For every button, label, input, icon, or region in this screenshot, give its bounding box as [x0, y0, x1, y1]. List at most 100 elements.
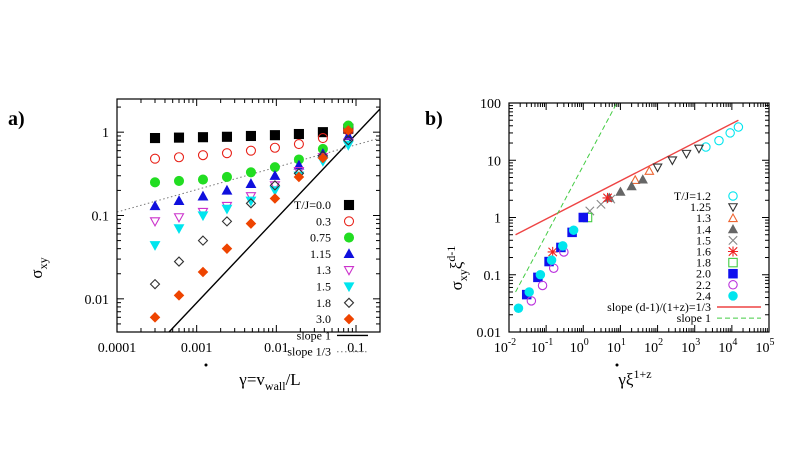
legend-label: 1.3	[316, 263, 331, 277]
legend-label: 2.0	[696, 267, 711, 281]
legend-marker	[343, 232, 355, 243]
data-point	[149, 200, 161, 211]
legend-marker	[728, 257, 738, 268]
legend-marker	[343, 266, 355, 276]
legend-label: 1.5	[696, 233, 711, 247]
y-tick-label: 0.1	[92, 210, 110, 225]
data-point	[245, 178, 257, 188]
y-tick-label: 1	[494, 212, 501, 227]
data-point	[245, 198, 257, 209]
legend-label: 1.4	[696, 222, 711, 236]
data-point	[317, 127, 328, 138]
y-tick-label: 0.1	[484, 269, 502, 284]
panel-b-gamma-dot	[615, 363, 619, 367]
panel-b-label: b)	[425, 108, 443, 130]
legend-label: T/J=0.0	[294, 198, 331, 212]
data-point	[173, 175, 185, 186]
data-point	[701, 142, 711, 152]
data-point	[269, 142, 280, 153]
data-point	[513, 303, 524, 313]
legend-label: 1.8	[316, 296, 331, 310]
data-point	[149, 278, 161, 290]
data-point	[221, 184, 233, 195]
data-point	[173, 256, 185, 267]
legend-marker	[728, 291, 738, 301]
data-point	[602, 192, 613, 203]
plot-frame	[508, 102, 770, 333]
legend-label: slope 1	[297, 328, 331, 342]
legend-label: 1.15	[310, 247, 331, 261]
data-point	[173, 213, 185, 223]
x-tick-label: 100	[570, 337, 589, 356]
data-point	[269, 181, 281, 191]
data-point	[197, 150, 209, 161]
legend-label: 1.25	[690, 200, 711, 214]
y-tick-label: 1	[102, 126, 109, 141]
panel-a-ylabel: σxy	[27, 257, 50, 278]
legend-marker	[343, 282, 355, 293]
data-point	[173, 290, 185, 301]
data-point	[637, 174, 648, 184]
data-point	[714, 135, 724, 146]
data-point	[725, 128, 735, 138]
data-point	[245, 167, 256, 178]
data-point	[245, 145, 256, 156]
data-point	[221, 131, 233, 142]
data-point	[269, 130, 280, 141]
legend-label: slope 1/3	[287, 345, 331, 359]
data-point	[149, 177, 161, 188]
data-point	[173, 224, 185, 235]
data-point	[535, 269, 546, 280]
plot-frame	[116, 98, 381, 333]
data-point	[221, 216, 233, 227]
y-tick-label: 100	[480, 97, 501, 112]
data-point	[343, 125, 354, 136]
data-point	[173, 132, 185, 143]
data-point	[293, 128, 304, 140]
legend-marker	[727, 223, 739, 234]
data-point	[568, 225, 579, 235]
legend-label: slope 1	[677, 311, 711, 325]
data-point	[149, 153, 161, 164]
legend-label: 1.6	[696, 245, 711, 259]
data-point	[197, 211, 209, 222]
data-point	[221, 204, 233, 215]
data-point	[149, 132, 161, 144]
data-point	[342, 140, 354, 151]
data-point	[197, 235, 209, 246]
x-tick-label: 104	[718, 337, 737, 356]
data-point	[245, 218, 257, 229]
data-point	[667, 156, 678, 166]
panel-a-plot: 0.0001 0.001 0.01 0.1 0.01 0.1 1 T/J=0.0 0.3 0.75…	[85, 98, 381, 359]
data-point	[269, 193, 281, 204]
legend-label: 2.4	[696, 289, 711, 303]
x-tick-label: 10-1	[531, 337, 553, 356]
data-point	[173, 195, 185, 205]
data-point	[269, 170, 281, 180]
panel-b-xlabel: γξ1+z	[617, 367, 651, 389]
legend-marker	[727, 203, 739, 213]
data-point	[630, 174, 641, 185]
reference-line	[168, 108, 380, 332]
data-point	[558, 241, 568, 251]
legend-marker	[728, 280, 738, 290]
data-point	[173, 152, 185, 163]
x-tick-label: 102	[644, 337, 663, 356]
data-point	[652, 163, 663, 173]
x-tick-label: 103	[681, 337, 700, 356]
data-point	[149, 241, 161, 251]
x-tick-label: 101	[607, 337, 626, 356]
data-point	[615, 186, 626, 196]
legend-label: 2.2	[696, 278, 711, 292]
legend-label: slope (d-1)/(1+z)=1/3	[607, 300, 711, 314]
data-point	[197, 132, 209, 143]
legend-marker	[728, 268, 738, 279]
data-point	[626, 181, 637, 191]
data-point	[149, 217, 161, 228]
legend-label: 1.5	[316, 280, 331, 294]
data-point	[546, 255, 557, 265]
legend-marker	[343, 313, 355, 325]
legend-marker	[343, 248, 355, 259]
data-point	[317, 152, 329, 164]
